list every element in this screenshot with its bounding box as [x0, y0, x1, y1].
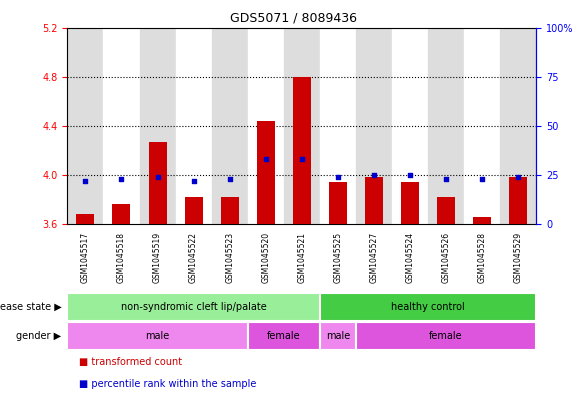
Text: GDS5071 / 8089436: GDS5071 / 8089436 — [230, 12, 356, 25]
Text: non-syndromic cleft lip/palate: non-syndromic cleft lip/palate — [121, 302, 267, 312]
Bar — [437, 197, 455, 224]
Point — [369, 172, 379, 178]
Bar — [428, 28, 464, 224]
Point — [478, 176, 487, 182]
Bar — [365, 177, 383, 224]
Text: female: female — [267, 331, 301, 341]
Bar — [212, 28, 248, 224]
Point — [513, 174, 523, 180]
Bar — [293, 77, 311, 224]
Bar — [185, 197, 203, 224]
Bar — [464, 28, 500, 224]
Bar — [509, 177, 527, 224]
Point — [153, 174, 162, 180]
Point — [297, 156, 306, 162]
Text: ■ percentile rank within the sample: ■ percentile rank within the sample — [79, 378, 257, 389]
Bar — [248, 28, 284, 224]
Bar — [113, 204, 131, 224]
Bar — [221, 197, 239, 224]
Bar — [67, 28, 104, 224]
Bar — [329, 182, 347, 224]
Point — [117, 176, 126, 182]
Point — [441, 176, 451, 182]
Bar — [356, 28, 392, 224]
Bar — [401, 182, 419, 224]
Bar — [392, 28, 428, 224]
Text: male: male — [326, 331, 350, 341]
Point — [261, 156, 270, 162]
Point — [189, 178, 198, 184]
Bar — [139, 28, 176, 224]
Text: male: male — [145, 331, 170, 341]
Point — [225, 176, 234, 182]
Text: healthy control: healthy control — [391, 302, 465, 312]
Bar — [284, 28, 320, 224]
Bar — [473, 217, 491, 224]
Point — [333, 174, 343, 180]
Bar — [500, 28, 536, 224]
Point — [81, 178, 90, 184]
Bar — [257, 121, 275, 224]
Point — [406, 172, 415, 178]
Bar — [148, 142, 166, 224]
Text: female: female — [429, 331, 463, 341]
Bar — [76, 214, 94, 224]
Bar — [320, 28, 356, 224]
Text: disease state ▶: disease state ▶ — [0, 302, 62, 312]
Bar — [104, 28, 139, 224]
Bar — [176, 28, 212, 224]
Text: ■ transformed count: ■ transformed count — [79, 357, 182, 367]
Text: gender ▶: gender ▶ — [16, 331, 62, 341]
